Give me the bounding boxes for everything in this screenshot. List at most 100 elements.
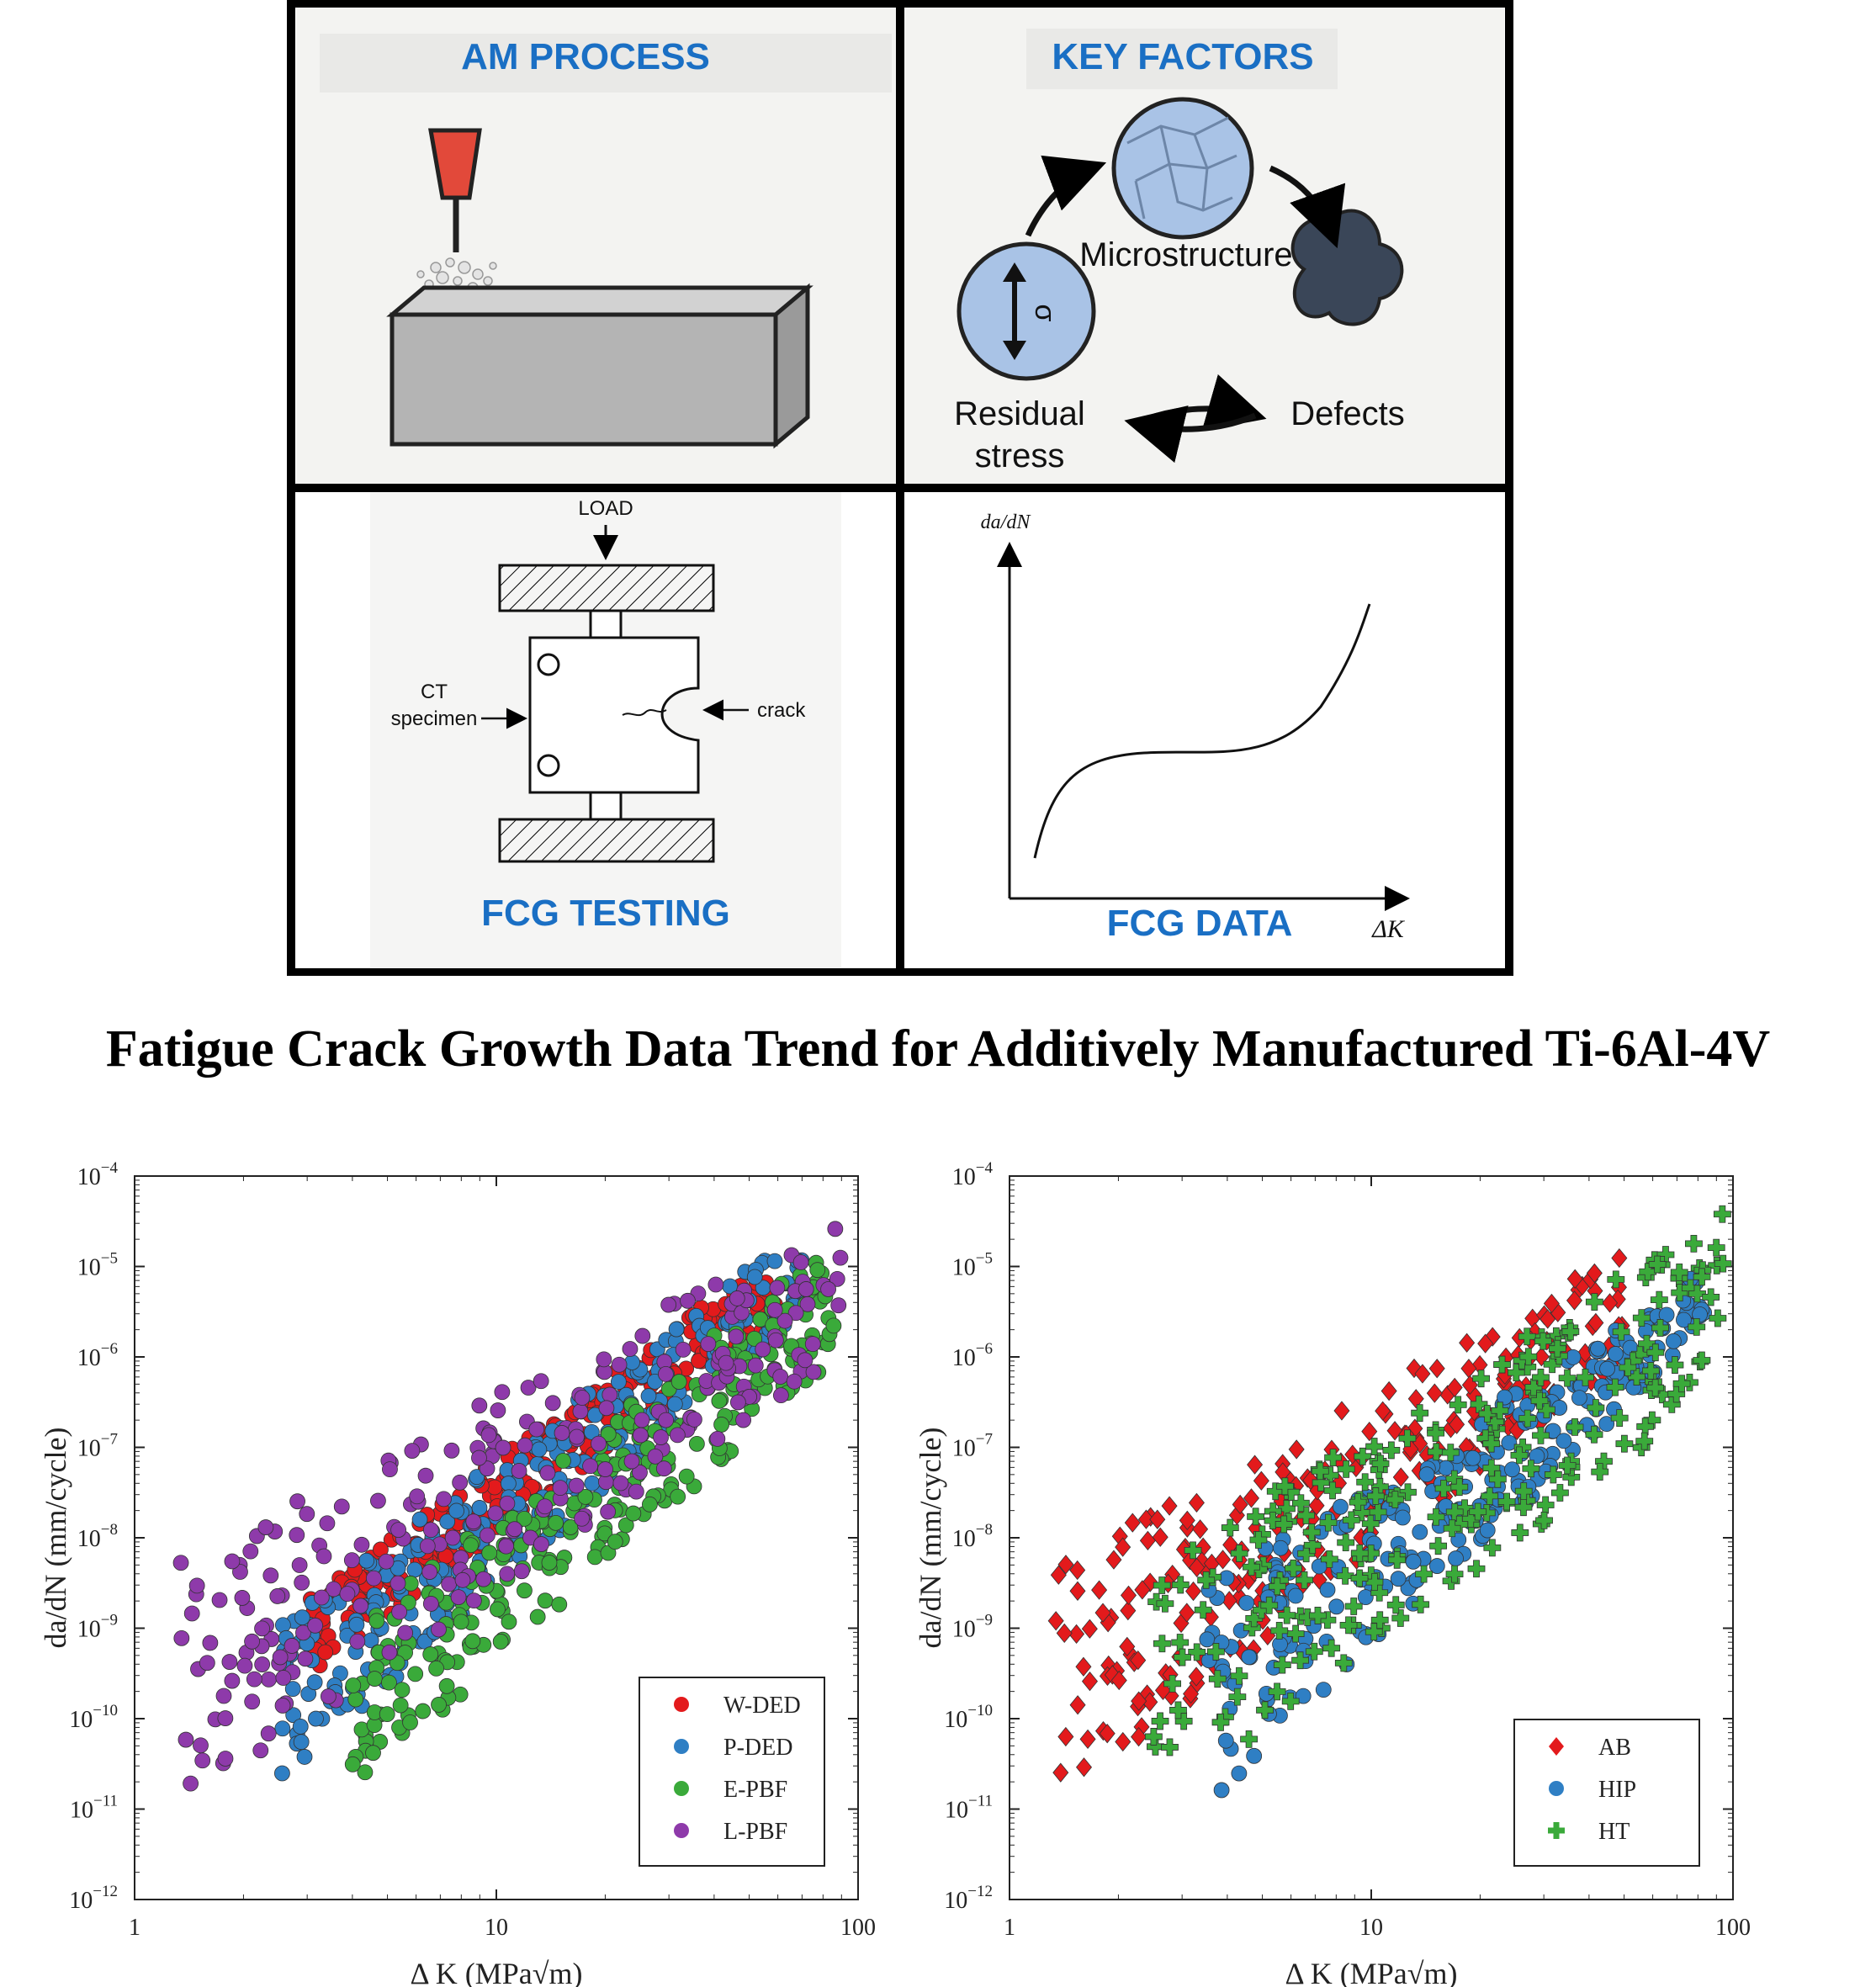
data-point xyxy=(539,1465,556,1481)
y-tick-label: 10−11 xyxy=(945,1793,993,1824)
data-point xyxy=(596,1525,613,1542)
data-point xyxy=(1548,1339,1566,1358)
data-point xyxy=(586,1549,603,1566)
data-point xyxy=(632,1464,648,1481)
data-point xyxy=(1137,1509,1154,1529)
data-point xyxy=(471,1500,488,1516)
data-point xyxy=(1412,1595,1430,1613)
data-point xyxy=(1320,1550,1338,1568)
data-point xyxy=(224,1672,241,1689)
data-point xyxy=(294,1609,310,1626)
data-point xyxy=(1156,1594,1174,1613)
data-point xyxy=(1514,1482,1533,1500)
x-tick-label: 1 xyxy=(129,1915,140,1941)
data-point xyxy=(1630,1345,1649,1364)
scatter-plot-by-treatment: 10−12 10−11 10−10 10−9 10−8 10−7 10−6 10−5 10−4 1… xyxy=(914,1159,1751,1987)
data-point xyxy=(1278,1606,1296,1624)
data-point xyxy=(1519,1348,1538,1366)
data-point xyxy=(1427,1443,1445,1461)
data-point xyxy=(1247,1507,1265,1526)
data-point xyxy=(343,1552,360,1569)
data-point xyxy=(1599,1360,1615,1377)
data-point xyxy=(1392,1467,1409,1487)
data-point xyxy=(1249,1531,1268,1549)
fcg-testing-panel: LOAD CT specimen crack FCG TESTING xyxy=(296,492,896,968)
data-point xyxy=(415,1703,432,1719)
data-point xyxy=(1119,1636,1136,1656)
data-point xyxy=(1081,1619,1098,1639)
data-point xyxy=(555,1453,571,1469)
y-tick-label: 10−12 xyxy=(69,1883,118,1914)
data-point xyxy=(1632,1309,1651,1327)
data-point xyxy=(623,1453,640,1470)
data-point xyxy=(1407,1389,1424,1409)
data-point xyxy=(1558,1369,1577,1387)
data-point xyxy=(1386,1596,1405,1614)
data-point xyxy=(1467,1560,1486,1578)
data-point xyxy=(569,1428,585,1445)
data-point xyxy=(1342,1511,1360,1529)
fcg-x-label: ΔK xyxy=(1371,915,1406,943)
y-tick-label: 10−5 xyxy=(77,1250,118,1281)
data-point xyxy=(183,1605,200,1622)
data-point xyxy=(1598,1416,1615,1433)
data-point xyxy=(306,1674,323,1691)
data-point xyxy=(1231,1765,1248,1782)
y-tick-label: 10−11 xyxy=(70,1793,118,1824)
data-point xyxy=(1105,1550,1122,1570)
data-point xyxy=(1535,1512,1553,1529)
data-point xyxy=(1370,1611,1389,1629)
data-point xyxy=(221,1654,238,1670)
data-point xyxy=(1131,1691,1147,1711)
data-point xyxy=(1303,1536,1322,1555)
data-point xyxy=(827,1221,844,1237)
legend-label: HIP xyxy=(1598,1777,1636,1803)
data-point xyxy=(1688,1285,1706,1303)
data-point xyxy=(600,1503,617,1520)
data-point xyxy=(1163,1675,1182,1693)
data-point xyxy=(1587,1312,1604,1333)
data-point xyxy=(254,1656,271,1672)
data-point xyxy=(501,1613,517,1630)
laser-nozzle-icon xyxy=(428,128,482,252)
legend: W-DED P-DED E-PBF L-PBF xyxy=(639,1677,825,1867)
data-point xyxy=(809,1262,826,1279)
data-point xyxy=(391,1603,408,1620)
y-axis-label: da/dN (mm/cycle) xyxy=(914,1428,947,1649)
legend-label: AB xyxy=(1598,1735,1631,1761)
x-tick-label: 10 xyxy=(485,1915,508,1941)
data-point xyxy=(1702,1288,1720,1306)
data-point xyxy=(1099,1724,1116,1744)
data-point xyxy=(633,1427,649,1444)
data-point xyxy=(1297,1545,1316,1563)
data-point xyxy=(481,1545,498,1561)
y-tick-label: 10−4 xyxy=(952,1159,994,1190)
data-point xyxy=(554,1425,570,1441)
pin-hole-top xyxy=(537,653,560,676)
data-point xyxy=(471,1397,488,1414)
data-point xyxy=(1544,1465,1562,1484)
data-point xyxy=(1478,1405,1497,1423)
data-point xyxy=(1199,1631,1216,1648)
data-point xyxy=(1550,1484,1569,1502)
data-point xyxy=(541,1555,558,1571)
data-point xyxy=(584,1475,601,1492)
data-point xyxy=(453,1613,469,1630)
data-point xyxy=(1524,1378,1543,1396)
data-point xyxy=(348,1616,365,1633)
data-point xyxy=(1449,1414,1465,1434)
data-point xyxy=(289,1493,305,1510)
data-point xyxy=(766,1301,783,1318)
legend-label: P-DED xyxy=(723,1735,792,1761)
data-point xyxy=(658,1366,674,1382)
data-point xyxy=(653,1429,669,1445)
data-point xyxy=(397,1624,414,1641)
build-block-icon xyxy=(386,283,813,449)
data-point xyxy=(713,1417,729,1433)
data-point xyxy=(475,1571,492,1587)
defects-label: Defects xyxy=(1290,395,1405,432)
fcg-y-label: da/dN xyxy=(981,511,1032,533)
data-point xyxy=(1415,1565,1433,1583)
y-tick-label: 10−9 xyxy=(77,1612,118,1643)
data-point xyxy=(1670,1264,1688,1281)
